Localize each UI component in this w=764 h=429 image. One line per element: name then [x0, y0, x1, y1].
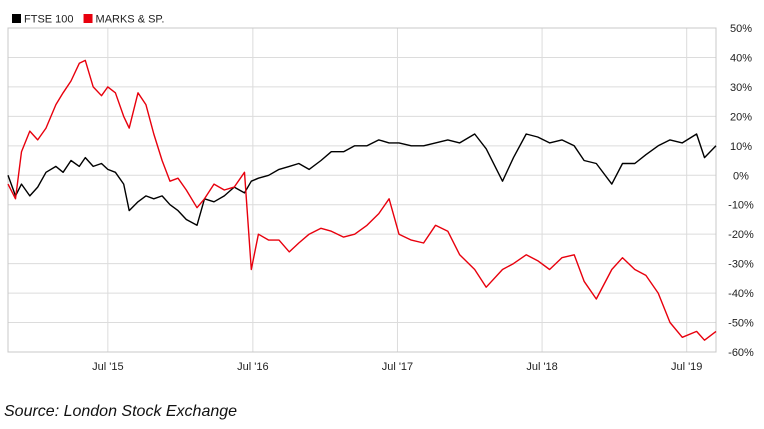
x-tick-label: Jul '17 [382, 361, 413, 373]
series-line-ftse-100 [7, 133, 717, 227]
y-tick-label: 10% [730, 141, 752, 153]
series-line-marks-and-sp [7, 59, 717, 341]
legend-swatch [12, 14, 21, 23]
y-tick-label: 30% [730, 82, 752, 94]
y-tick-label: -20% [728, 229, 754, 241]
series-lines [7, 59, 717, 341]
x-tick-label: Jul '18 [526, 361, 557, 373]
y-tick-label: 50% [730, 23, 752, 35]
legend-swatch [83, 14, 93, 23]
legend-label: MARKS & SP. [96, 14, 165, 26]
x-tick-label: Jul '15 [92, 361, 123, 373]
gridlines [7, 27, 717, 353]
y-tick-label: -50% [728, 318, 754, 330]
x-tick-label: Jul '16 [237, 361, 268, 373]
y-tick-label: -40% [728, 288, 754, 300]
y-tick-label: 0% [733, 170, 749, 182]
plot-frame [7, 27, 717, 353]
line-chart: Jul '15 Jul '16 Jul '17 Jul '18 Jul '19 50% 4… [7, 14, 754, 373]
source-note: Source: London Stock Exchange [4, 403, 238, 420]
y-tick-label: 40% [730, 52, 752, 64]
legend-label: FTSE 100 [24, 14, 74, 26]
x-axis-labels: Jul '15 Jul '16 Jul '17 Jul '18 Jul '19 [92, 361, 702, 373]
y-tick-label: 20% [730, 111, 752, 123]
x-tick-label: Jul '19 [671, 361, 702, 373]
y-tick-label: -30% [728, 259, 754, 271]
y-tick-label: -10% [728, 200, 754, 212]
legend: FTSE 100 MARKS & SP. [12, 14, 164, 26]
y-tick-label: -60% [728, 347, 754, 359]
y-axis-labels: 50% 40% 30% 20% 10% 0% -10% -20% -30% -40% -50% -60… [728, 23, 754, 359]
